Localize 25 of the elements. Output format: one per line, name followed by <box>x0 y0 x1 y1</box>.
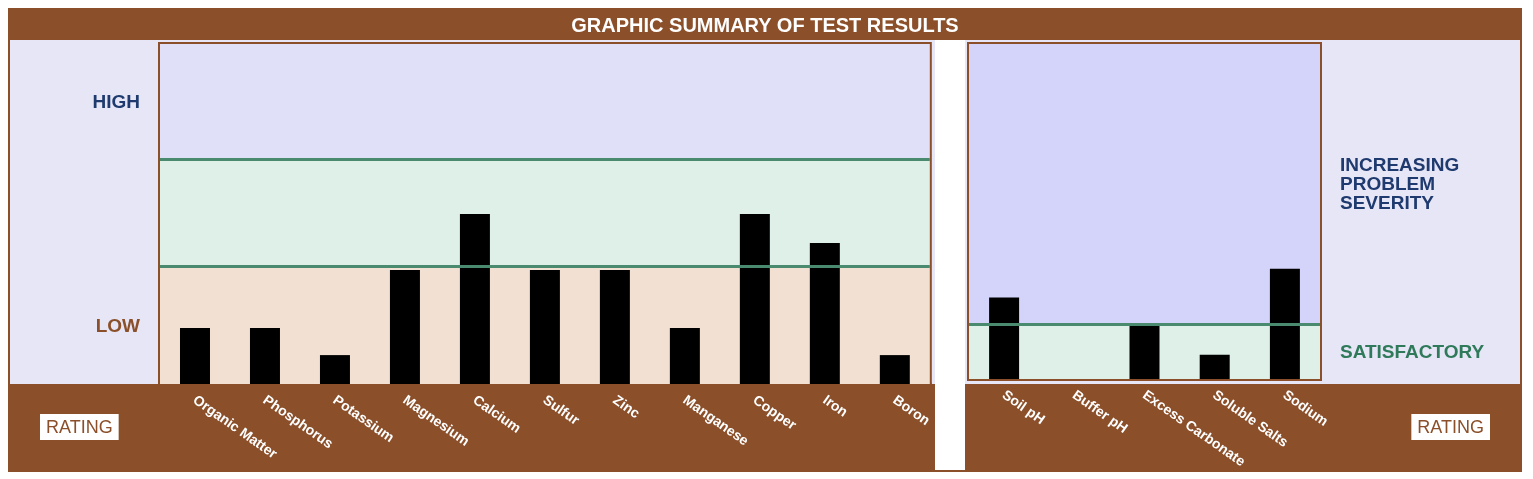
x-tick-label: Soil pH <box>999 386 1049 428</box>
bar <box>319 355 350 384</box>
bar <box>1269 268 1300 379</box>
bar <box>249 327 280 384</box>
bar <box>529 270 560 384</box>
x-tick-label: Zinc <box>610 391 644 422</box>
bar <box>1129 324 1160 379</box>
bar <box>879 355 910 384</box>
bar <box>389 270 420 384</box>
chart-title: GRAPHIC SUMMARY OF TEST RESULTS <box>570 13 960 38</box>
bar <box>1199 354 1230 379</box>
band-label: INCREASING PROBLEM SEVERITY <box>1340 154 1465 214</box>
bar <box>669 327 700 384</box>
band-label: LOW <box>95 314 141 336</box>
band-label: HIGH <box>92 91 140 113</box>
text: RATING <box>46 417 113 437</box>
bar <box>179 327 210 384</box>
bar <box>739 214 770 384</box>
text: RATING <box>1417 417 1485 437</box>
bar <box>599 270 630 384</box>
bar <box>459 214 490 384</box>
band-label: SATISFACTORY <box>1340 340 1485 362</box>
bar <box>989 297 1020 379</box>
bar <box>809 242 840 384</box>
x-tick-label: Iron <box>820 391 852 420</box>
